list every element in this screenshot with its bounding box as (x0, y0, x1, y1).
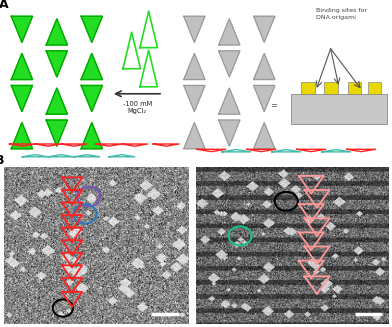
Polygon shape (219, 19, 240, 45)
Text: Binding sites for
DNA origami: Binding sites for DNA origami (316, 8, 367, 20)
Polygon shape (46, 88, 67, 114)
Polygon shape (184, 54, 205, 79)
Polygon shape (81, 54, 102, 79)
Polygon shape (254, 85, 275, 112)
Polygon shape (11, 16, 33, 42)
Polygon shape (81, 123, 102, 149)
Bar (348, 82, 361, 94)
Polygon shape (11, 54, 33, 79)
Polygon shape (184, 123, 205, 149)
Text: -100 mM
MgCl₂: -100 mM MgCl₂ (123, 101, 152, 114)
Bar (324, 82, 338, 94)
Polygon shape (11, 123, 33, 149)
Polygon shape (81, 16, 102, 42)
Text: B: B (0, 154, 4, 167)
Polygon shape (46, 51, 67, 77)
Bar (291, 94, 387, 124)
Bar (368, 82, 381, 94)
Polygon shape (219, 88, 240, 114)
Polygon shape (11, 85, 33, 112)
Polygon shape (219, 51, 240, 77)
Text: =: = (270, 101, 277, 110)
Polygon shape (184, 85, 205, 112)
Polygon shape (81, 85, 102, 112)
Polygon shape (254, 16, 275, 42)
Polygon shape (46, 19, 67, 45)
Polygon shape (46, 120, 67, 146)
Polygon shape (254, 123, 275, 149)
Polygon shape (184, 16, 205, 42)
Bar (301, 82, 315, 94)
Polygon shape (254, 54, 275, 79)
Polygon shape (219, 120, 240, 146)
Text: A: A (0, 0, 8, 10)
